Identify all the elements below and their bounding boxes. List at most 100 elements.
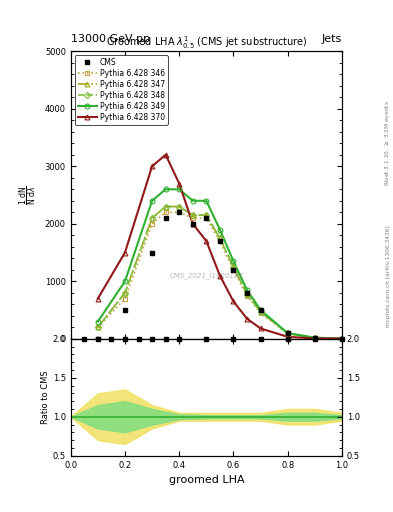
Pythia 6.428 348 [123,290,127,296]
Pythia 6.428 349 [258,307,263,313]
Pythia 6.428 347 [244,291,250,297]
Pythia 6.428 370 [312,335,317,342]
Pythia 6.428 346 [244,293,250,299]
Pythia 6.428 346 [218,238,222,244]
Line: Pythia 6.428 346: Pythia 6.428 346 [95,210,344,341]
Pythia 6.428 370 [285,334,290,340]
Line: Pythia 6.428 370: Pythia 6.428 370 [95,152,344,341]
Pythia 6.428 347 [150,215,154,221]
Legend: CMS, Pythia 6.428 346, Pythia 6.428 347, Pythia 6.428 348, Pythia 6.428 349, Pyt: CMS, Pythia 6.428 346, Pythia 6.428 347,… [75,55,168,125]
Pythia 6.428 349 [163,186,168,193]
Pythia 6.428 346 [340,335,344,342]
Pythia 6.428 347 [177,203,182,209]
Pythia 6.428 348 [150,215,154,221]
Pythia 6.428 346 [190,215,195,221]
Pythia 6.428 349 [218,226,222,232]
Text: mcplots.cern.ch [arXiv:1306.3436]: mcplots.cern.ch [arXiv:1306.3436] [386,226,391,327]
Pythia 6.428 349 [312,335,317,341]
Pythia 6.428 370 [150,163,154,169]
CMS [258,307,263,313]
Pythia 6.428 347 [258,309,263,315]
Pythia 6.428 370 [204,238,209,244]
Pythia 6.428 347 [123,290,127,296]
Pythia 6.428 349 [150,198,154,204]
Pythia 6.428 346 [123,295,127,302]
Y-axis label: $\frac{1}{\mathrm{N}}\frac{\mathrm{d}\mathrm{N}}{\mathrm{d}\lambda}$: $\frac{1}{\mathrm{N}}\frac{\mathrm{d}\ma… [18,185,39,205]
CMS [123,307,127,313]
Pythia 6.428 349 [231,258,236,264]
Pythia 6.428 346 [95,324,100,330]
CMS [204,215,209,221]
CMS [312,335,317,341]
Pythia 6.428 346 [312,335,317,341]
Text: 13000 GeV pp: 13000 GeV pp [71,33,150,44]
Pythia 6.428 348 [218,235,222,241]
Pythia 6.428 347 [218,235,222,241]
Pythia 6.428 370 [190,221,195,227]
Pythia 6.428 346 [258,310,263,316]
Pythia 6.428 346 [177,209,182,216]
CMS [231,267,236,273]
Pythia 6.428 370 [218,272,222,279]
Pythia 6.428 370 [95,295,100,302]
Pythia 6.428 348 [244,291,250,297]
Pythia 6.428 370 [123,249,127,255]
Pythia 6.428 349 [123,278,127,284]
Pythia 6.428 370 [177,180,182,186]
Title: Groomed LHA $\lambda^1_{0.5}$ (CMS jet substructure): Groomed LHA $\lambda^1_{0.5}$ (CMS jet s… [106,34,307,51]
Pythia 6.428 346 [204,215,209,221]
Pythia 6.428 347 [340,335,344,342]
Text: CMS_2021_I1920187: CMS_2021_I1920187 [169,272,243,279]
Pythia 6.428 348 [285,330,290,336]
Line: CMS: CMS [95,210,344,342]
Pythia 6.428 349 [190,198,195,204]
CMS [163,215,168,221]
Pythia 6.428 349 [285,330,290,336]
Pythia 6.428 347 [312,335,317,341]
Text: Rivet 3.1.10, $\geq$ 3.2M events: Rivet 3.1.10, $\geq$ 3.2M events [384,100,391,186]
Pythia 6.428 347 [231,264,236,270]
Line: Pythia 6.428 347: Pythia 6.428 347 [95,204,344,341]
Pythia 6.428 346 [163,209,168,216]
Pythia 6.428 346 [150,221,154,227]
Pythia 6.428 370 [163,152,168,158]
Text: Jets: Jets [321,33,342,44]
Pythia 6.428 349 [204,198,209,204]
Pythia 6.428 349 [244,287,250,293]
Y-axis label: Ratio to CMS: Ratio to CMS [41,371,50,424]
CMS [190,221,195,227]
CMS [340,335,344,342]
Pythia 6.428 348 [204,212,209,218]
Pythia 6.428 348 [231,264,236,270]
Pythia 6.428 347 [204,212,209,218]
Line: Pythia 6.428 349: Pythia 6.428 349 [95,187,344,341]
Pythia 6.428 347 [285,330,290,336]
CMS [218,238,222,244]
X-axis label: groomed LHA: groomed LHA [169,475,244,485]
Pythia 6.428 370 [231,298,236,305]
Pythia 6.428 348 [190,212,195,218]
Pythia 6.428 347 [95,324,100,330]
Pythia 6.428 347 [163,203,168,209]
CMS [244,290,250,296]
CMS [95,336,100,342]
Pythia 6.428 346 [231,267,236,273]
Pythia 6.428 348 [95,324,100,330]
Pythia 6.428 348 [177,203,182,209]
Pythia 6.428 348 [163,203,168,209]
Pythia 6.428 346 [285,331,290,337]
Pythia 6.428 370 [258,326,263,332]
Line: Pythia 6.428 348: Pythia 6.428 348 [95,204,344,341]
Pythia 6.428 347 [190,212,195,218]
Pythia 6.428 370 [340,336,344,342]
CMS [150,249,154,255]
Pythia 6.428 370 [244,315,250,322]
Pythia 6.428 348 [312,335,317,341]
Pythia 6.428 349 [95,318,100,325]
CMS [177,209,182,216]
CMS [285,330,290,336]
Pythia 6.428 348 [340,335,344,342]
Pythia 6.428 349 [340,335,344,342]
Pythia 6.428 348 [258,309,263,315]
Pythia 6.428 349 [177,186,182,193]
